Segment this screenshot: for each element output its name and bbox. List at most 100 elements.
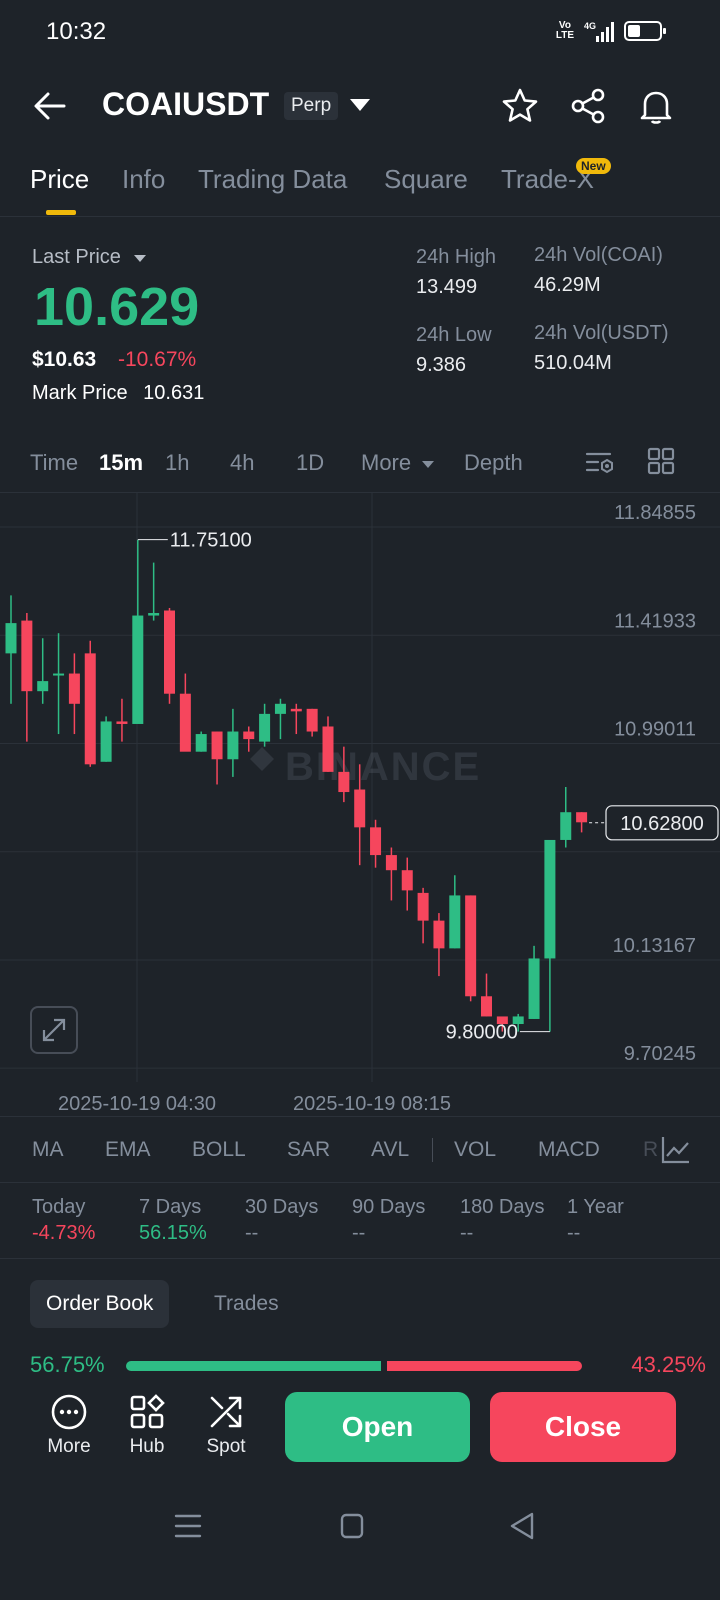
y-tick-label: 10.13167 [613,935,696,957]
spot-button[interactable]: Spot [191,1392,261,1458]
perf-90d-value: -- [352,1222,366,1244]
24h-high-label: 24h High [416,246,497,268]
chevron-down-icon[interactable] [348,96,372,114]
candle-body [385,855,397,871]
tab-price[interactable]: Price [30,164,90,194]
indicator-avl[interactable]: AVL [371,1138,410,1161]
bid-ratio-bar [126,1361,382,1371]
more-dots-icon [51,1394,87,1430]
battery-icon [624,21,666,41]
candle-body [449,895,461,949]
tab-trading-data[interactable]: Trading Data [198,164,348,194]
y-tick-label: 10.99011 [614,719,696,741]
tab-indicator [46,210,76,215]
candle-body [322,726,334,772]
volte-icon: Vo LTE [555,20,574,41]
interval-1h[interactable]: 1h [165,450,190,475]
close-position-button[interactable]: Close [490,1392,676,1462]
tab-order-book[interactable]: Order Book [30,1280,170,1328]
candle-body [417,892,429,921]
indicator-chart-icon[interactable] [660,1134,692,1166]
24h-low-value: 9.386 [416,354,467,376]
status-icons: Vo LTE 4G [555,20,666,42]
y-tick-label: 11.84855 [614,502,696,524]
candle-body [227,731,239,760]
home-icon[interactable] [332,1508,372,1544]
back-arrow-icon[interactable] [30,86,70,126]
candle-body [544,839,556,959]
share-icon[interactable] [568,86,608,126]
back-nav-icon[interactable] [502,1508,542,1544]
grid-layout-icon[interactable] [646,446,676,476]
status-time: 10:32 [46,18,107,45]
recent-apps-icon[interactable] [168,1508,208,1544]
candle-body [132,615,144,724]
tab-info[interactable]: Info [122,164,166,194]
indicator-ma[interactable]: MA [32,1138,64,1161]
candle-body [100,721,112,762]
open-position-button[interactable]: Open [285,1392,470,1462]
interval-time[interactable]: Time [30,450,79,475]
candle-body [306,708,318,732]
more-button[interactable]: More [34,1392,104,1458]
swap-arrows-icon [210,1396,242,1428]
chart-settings-icon[interactable] [584,446,616,478]
mark-price-row: Mark Price 10.631 [32,382,204,405]
candle-body [195,734,207,752]
candle-body [354,789,366,828]
hub-button[interactable]: Hub [112,1392,182,1458]
indicator-macd[interactable]: MACD [538,1138,600,1161]
candle-body [211,731,223,760]
24h-high-value: 13.499 [416,276,478,298]
divider [0,216,720,217]
indicator-boll[interactable]: BOLL [192,1138,246,1161]
caret-down-icon [133,254,146,262]
candlestick-chart[interactable]: BINANCE 11.84855 11.41933 10.99011 10.13167… [0,492,720,1120]
tab-square[interactable]: Square [384,164,468,194]
divider [0,1182,720,1183]
candle-body [53,673,65,676]
candle-body [37,681,49,692]
24h-vol-usdt-label: 24h Vol(USDT) [534,322,669,344]
price-change-percent: -10.67% [118,348,197,371]
candle-body [465,895,477,997]
indicator-rsi[interactable]: R [643,1138,659,1161]
indicator-ema[interactable]: EMA [105,1138,151,1161]
interval-1d[interactable]: 1D [296,450,325,475]
interval-more[interactable]: More [361,450,435,476]
candle-body [148,613,160,616]
symbol-title[interactable]: COAIUSDT [102,86,270,122]
candle-body [21,620,33,692]
contract-type-badge: Perp [284,92,339,120]
perf-7d-value: 56.15% [139,1222,207,1244]
indicator-vol[interactable]: VOL [454,1138,497,1161]
indicator-sar[interactable]: SAR [287,1138,331,1161]
watermark-text: BINANCE [285,745,481,789]
interval-15m[interactable]: 15m [99,450,144,475]
perf-1y-value: -- [567,1222,581,1244]
signal-icon: 4G [584,21,614,42]
candle-body [68,673,80,704]
candle-body [496,1016,508,1025]
perf-today-value: -4.73% [32,1222,96,1244]
24h-vol-coai-value: 46.29M [534,274,601,296]
candle-body [116,721,128,724]
interval-4h[interactable]: 4h [230,450,255,475]
perf-1y-label: 1 Year [567,1196,624,1218]
bell-icon[interactable] [636,86,676,126]
star-icon[interactable] [500,86,540,126]
last-price-selector[interactable]: Last Price [32,246,147,269]
caret-down-icon [422,461,435,469]
perf-30d-value: -- [245,1222,259,1244]
divider [0,1258,720,1259]
tab-trades[interactable]: Trades [214,1292,279,1315]
high-marker-label: 11.75100 [170,530,252,552]
divider [0,1116,720,1117]
expand-chart-button[interactable] [30,1006,78,1054]
more-label: More [47,1436,91,1457]
network-type: 4G [584,21,596,31]
candle-body [481,996,492,1017]
spot-label: Spot [206,1436,246,1457]
perf-7d-label: 7 Days [139,1196,202,1218]
depth-tab[interactable]: Depth [464,450,523,475]
